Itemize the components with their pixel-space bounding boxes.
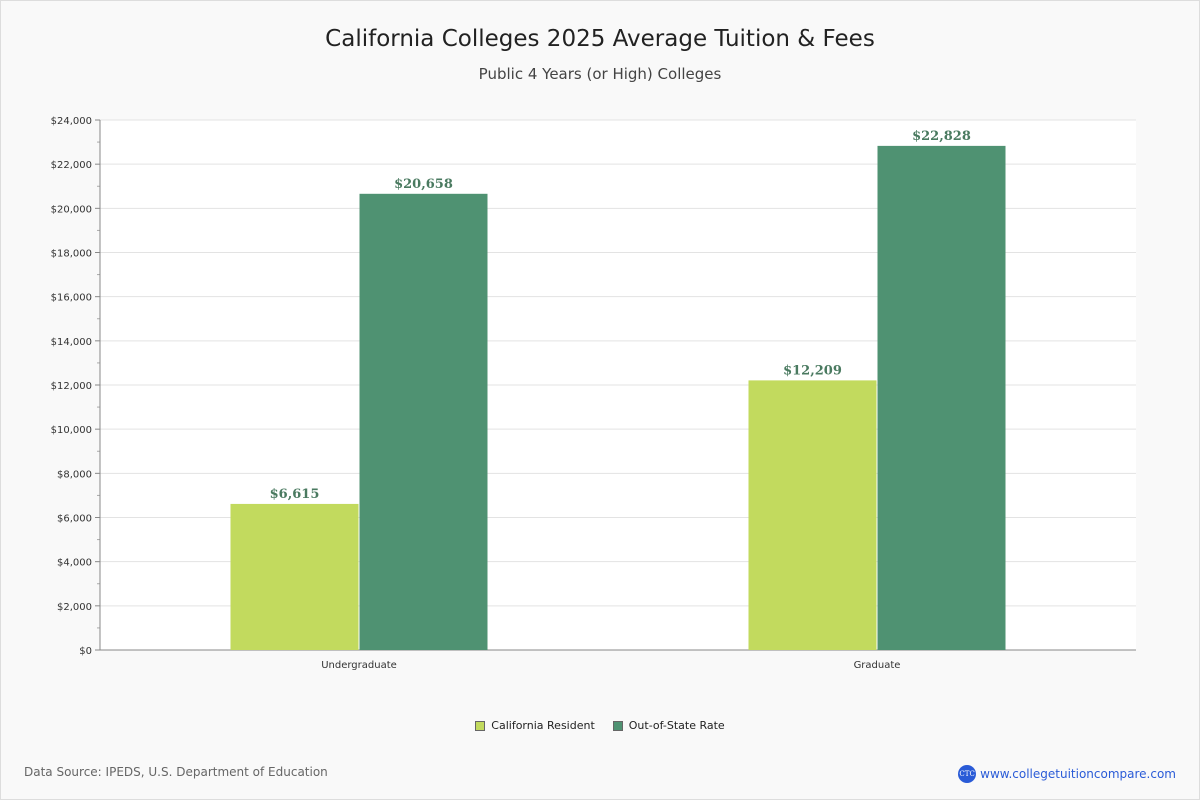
site-link[interactable]: CTC www.collegetuitioncompare.com bbox=[958, 765, 1176, 783]
y-tick-label: $24,000 bbox=[51, 116, 92, 127]
legend-item-resident[interactable]: California Resident bbox=[475, 719, 595, 732]
legend-swatch-resident bbox=[475, 720, 486, 731]
y-tick-label: $10,000 bbox=[51, 425, 92, 436]
legend: California Resident Out-of-State Rate bbox=[0, 719, 1200, 732]
y-tick-label: $4,000 bbox=[57, 558, 92, 569]
chart-title: California Colleges 2025 Average Tuition… bbox=[325, 26, 875, 52]
bar-value-label: $22,828 bbox=[912, 129, 971, 144]
legend-item-out-of-state[interactable]: Out-of-State Rate bbox=[612, 719, 725, 732]
y-tick-label: $16,000 bbox=[51, 293, 92, 304]
data-source: Data Source: IPEDS, U.S. Department of E… bbox=[24, 765, 328, 779]
ctc-logo-icon: CTC bbox=[958, 765, 977, 783]
bar-value-label: $6,615 bbox=[270, 487, 320, 502]
bar bbox=[230, 503, 359, 650]
chart-subtitle: Public 4 Years (or High) Colleges bbox=[478, 65, 722, 83]
y-tick-label: $6,000 bbox=[57, 514, 92, 525]
bar bbox=[877, 145, 1006, 651]
bar-value-label: $12,209 bbox=[783, 363, 842, 378]
bar-value-label: $20,658 bbox=[394, 177, 453, 192]
legend-swatch-out-of-state bbox=[612, 720, 623, 731]
y-tick-label: $0 bbox=[79, 646, 92, 657]
legend-label: Out-of-State Rate bbox=[628, 719, 725, 732]
bar bbox=[748, 380, 877, 650]
legend-label: California Resident bbox=[491, 719, 595, 732]
y-tick-label: $18,000 bbox=[51, 249, 92, 260]
x-tick-label: Graduate bbox=[854, 660, 901, 671]
y-tick-label: $22,000 bbox=[51, 160, 92, 171]
y-tick-label: $14,000 bbox=[51, 337, 92, 348]
y-tick-label: $2,000 bbox=[57, 602, 92, 613]
x-tick-label: Undergraduate bbox=[321, 660, 397, 671]
y-tick-label: $8,000 bbox=[57, 469, 92, 480]
bar bbox=[359, 193, 488, 651]
site-url: www.collegetuitioncompare.com bbox=[980, 767, 1176, 781]
y-tick-label: $20,000 bbox=[51, 204, 92, 215]
y-tick-label: $12,000 bbox=[51, 381, 92, 392]
